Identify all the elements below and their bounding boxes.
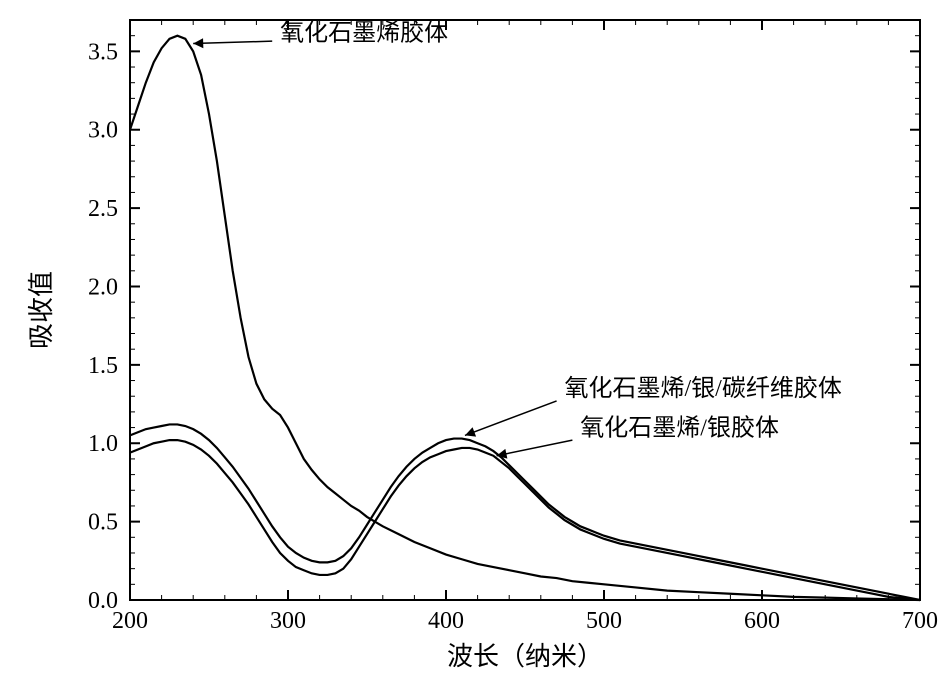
y-tick-label: 2.5 [88,196,118,222]
annot-go-ag-cf-label: 氧化石墨烯/银/碳纤维胶体 [565,375,842,402]
y-tick-label: 3.5 [88,39,118,65]
annot-go-ag-cf-arrow [465,401,557,435]
x-tick-label: 300 [270,608,306,634]
annot-go-arrow [193,41,272,43]
uv-vis-chart: 2003004005006007000.00.51.01.52.02.53.03… [0,0,950,695]
annot-go-ag-arrow [497,440,573,456]
annot-go-arrowhead [193,38,203,48]
chart-svg: 2003004005006007000.00.51.01.52.02.53.03… [0,0,950,695]
x-tick-label: 400 [428,608,464,634]
y-axis-label: 吸收值 [27,271,56,349]
x-tick-label: 600 [744,608,780,634]
x-axis-label: 波长（纳米） [447,642,603,671]
y-tick-label: 0.5 [88,510,118,536]
x-tick-label: 500 [586,608,622,634]
y-tick-label: 0.0 [88,588,118,614]
series-go-colloid [130,36,920,600]
y-tick-label: 1.0 [88,431,118,457]
plot-frame [130,20,920,600]
y-tick-label: 1.5 [88,353,118,379]
x-tick-label: 700 [902,608,938,634]
annot-go-ag-label: 氧化石墨烯/银胶体 [580,414,779,441]
annot-go-label: 氧化石墨烯胶体 [280,19,448,46]
y-tick-label: 3.0 [88,118,118,144]
y-tick-label: 2.0 [88,274,118,300]
